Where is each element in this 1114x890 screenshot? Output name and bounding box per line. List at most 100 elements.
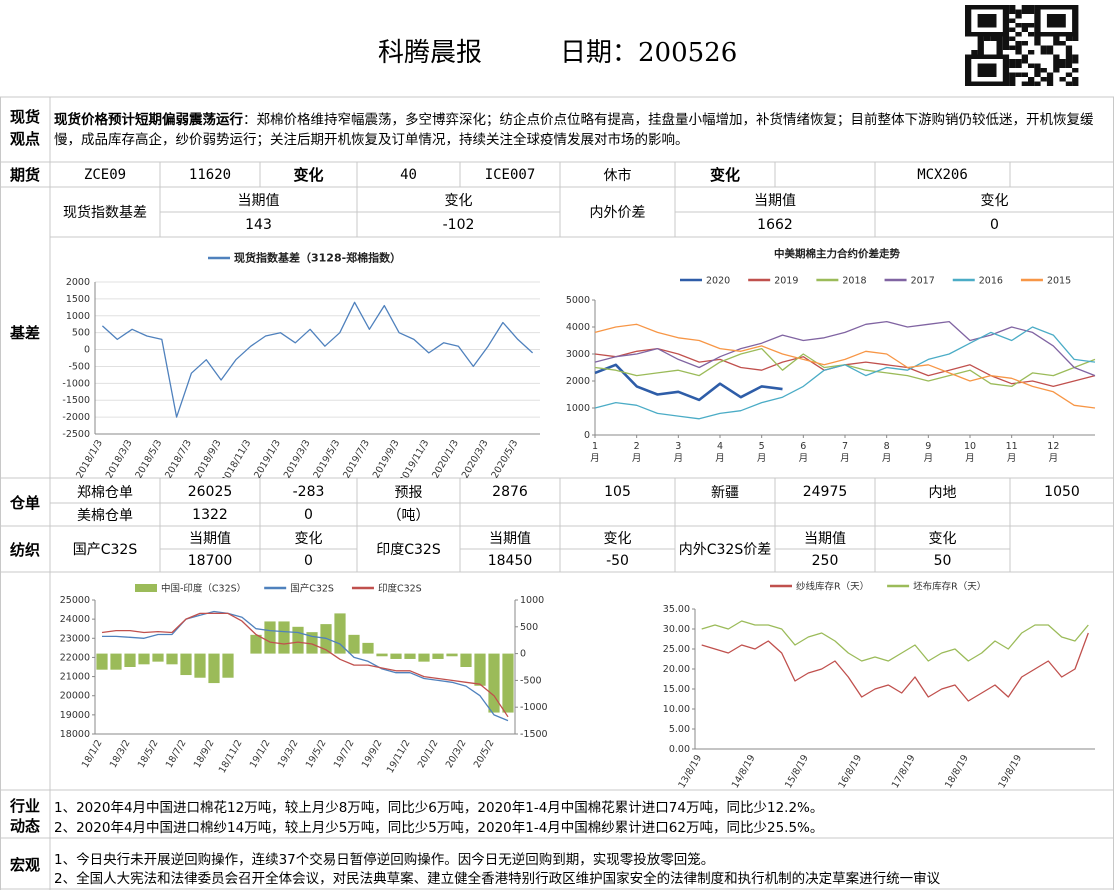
qr-module [1034, 81, 1041, 86]
y-tick-label: 20000 [60, 691, 90, 702]
y-tick-label: 5.00 [669, 724, 690, 735]
qr-module [1009, 5, 1016, 10]
y-tick-label: -2500 [62, 429, 90, 440]
qr-module [1059, 77, 1066, 82]
spot-text: ：郑棉价格维持窄幅震荡，多空博弈深化；纺企点价点位略有提高，挂盘量小幅增加，补货… [54, 112, 1094, 148]
x-tick-label: 10 月 [964, 441, 976, 464]
qr-module [1065, 54, 1073, 59]
section-label: 动态 [9, 816, 40, 835]
table-cell: 250 [811, 552, 839, 569]
x-tick-label: 11 月 [1006, 441, 1018, 464]
qr-module [1059, 63, 1066, 68]
qr-module [1015, 41, 1022, 46]
y-tick-label: -1000 [62, 378, 90, 389]
y-tick-label: 2000 [566, 376, 590, 387]
qr-module [1065, 45, 1073, 50]
x-tick-label: 15/8/19 [783, 753, 811, 790]
table-cell: 40 [400, 166, 417, 183]
y-tick-label: 4000 [566, 322, 590, 333]
qr-module [1002, 41, 1010, 46]
qr-module [1040, 68, 1047, 73]
bar [474, 653, 486, 686]
qr-module [1009, 63, 1016, 68]
y2-tick-label: -1500 [520, 729, 548, 740]
y-tick-label: -1500 [62, 395, 90, 406]
qr-module [977, 41, 984, 46]
table-cell: 变化 [294, 530, 323, 547]
y2-tick-label: 0 [520, 649, 526, 660]
y-tick-label: 500 [72, 328, 90, 339]
table-cell: 变化 [928, 530, 957, 547]
qr-module [1034, 41, 1041, 46]
y-tick-label: 15.00 [663, 684, 690, 695]
table-cell: -102 [442, 216, 475, 233]
qr-module [1028, 23, 1035, 28]
qr-module [1040, 50, 1047, 55]
qr-module [977, 45, 984, 50]
table-cell: 郑棉仓单 [77, 484, 133, 501]
table-cell: 1322 [192, 506, 228, 523]
qr-module [1028, 50, 1035, 55]
table-cell: 内外C32S价差 [678, 542, 772, 558]
qr-module [1046, 81, 1054, 86]
x-tick-label: 2018/1/3 [74, 438, 105, 480]
qr-module [1072, 54, 1079, 59]
qr-module [1034, 36, 1041, 41]
table-cell: ZCE09 [83, 166, 127, 183]
bar [152, 653, 164, 662]
y-tick-label: 10.00 [663, 704, 690, 715]
x-tick-label: 2020/5/3 [489, 438, 520, 480]
y-tick-label: -2000 [62, 412, 90, 423]
x-tick-label: 20/5/2 [472, 738, 497, 770]
qr-module [1040, 45, 1047, 50]
qr-module [1002, 36, 1010, 41]
qr-module [996, 50, 1003, 55]
bar [292, 626, 304, 654]
qr-module [971, 50, 978, 55]
x-tick-label: 18/3/2 [108, 738, 133, 770]
chart: 0.00 5.00 10.00 15.00 20.00 25.00 30.00 35.00 13… [663, 581, 1095, 790]
qr-module [977, 36, 984, 41]
qr-module [1021, 41, 1028, 46]
bar [110, 653, 122, 670]
y-tick-label: 18000 [60, 729, 90, 740]
qr-module [1053, 68, 1060, 73]
qr-module [1021, 59, 1028, 64]
bar [96, 653, 108, 670]
qr-module [1072, 36, 1079, 41]
qr-module [1065, 59, 1073, 64]
qr-finder [1046, 14, 1066, 28]
bar [138, 653, 150, 665]
x-tick-label: 2020/3/3 [460, 438, 491, 480]
y-tick-label: 0.00 [669, 744, 690, 755]
table-cell: 变化 [980, 192, 1009, 209]
table-cell: 1050 [1044, 483, 1080, 500]
table-cell: 变化 [603, 530, 632, 547]
x-tick-label: 18/5/2 [136, 738, 161, 770]
x-tick-label: 2019/7/3 [341, 438, 372, 480]
x-tick-label: 19/9/2 [360, 738, 385, 770]
qr-module [1028, 63, 1035, 68]
qr-module [1009, 72, 1016, 77]
table-cell: 26025 [187, 483, 233, 500]
qr-module [1028, 77, 1035, 82]
table-cell: 当期值 [804, 530, 846, 547]
x-tick-label: 18/11/2 [217, 738, 245, 775]
bar [264, 621, 276, 654]
y-tick-label: 23000 [60, 633, 90, 644]
x-tick-label: 20/1/2 [416, 738, 441, 770]
x-tick-label: 2019/1/3 [252, 438, 283, 480]
bar [446, 653, 458, 657]
qr-module [1021, 72, 1028, 77]
qr-module [1028, 9, 1035, 14]
qr-module [1009, 59, 1016, 64]
y-tick-label: 22000 [60, 652, 90, 663]
qr-module [1053, 41, 1060, 46]
y2-tick-label: -500 [520, 675, 542, 686]
qr-module [996, 41, 1003, 46]
qr-module [1002, 45, 1010, 50]
qr-module [1065, 72, 1073, 77]
